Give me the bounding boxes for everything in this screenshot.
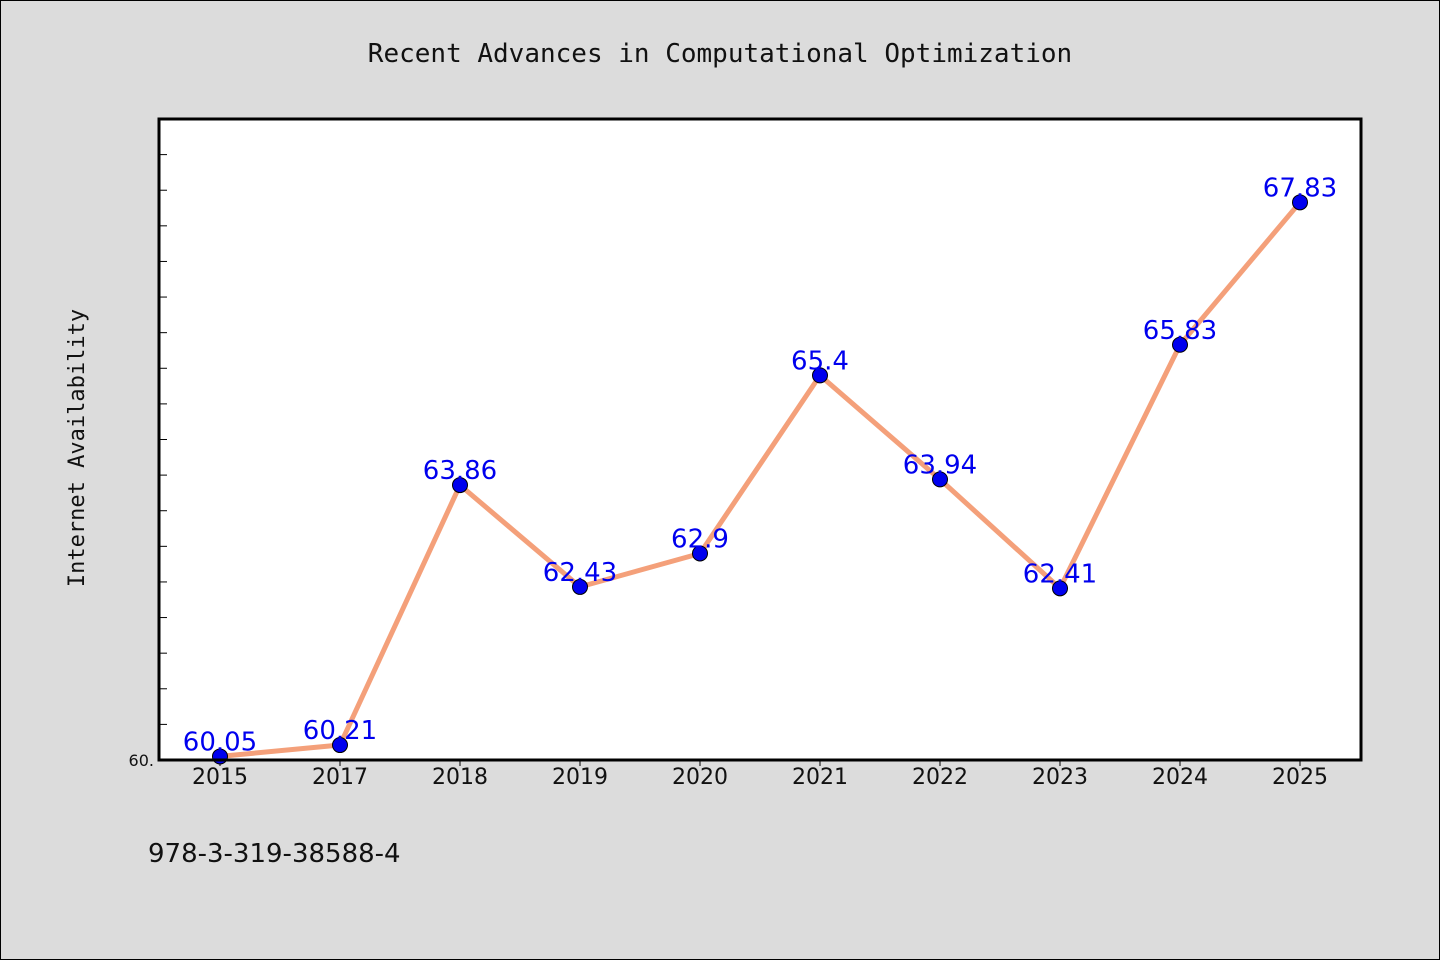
data-label: 67.83 [1263, 173, 1337, 203]
chart-title: Recent Advances in Computational Optimiz… [368, 39, 1072, 69]
x-tick-label: 2021 [792, 765, 848, 790]
data-label: 60.21 [303, 716, 377, 746]
y-tick-label: 60. [129, 751, 154, 770]
data-label: 63.86 [423, 456, 497, 486]
data-point [1172, 336, 1188, 353]
data-point [812, 367, 828, 384]
data-point [572, 578, 588, 595]
data-label: 65.83 [1143, 316, 1217, 346]
data-point [332, 737, 348, 754]
x-tick-label: 2015 [192, 765, 248, 790]
y-axis-label: Internet Availability [65, 309, 90, 587]
data-point [1052, 580, 1068, 597]
plot-border [157, 117, 1363, 762]
footer-isbn: 978-3-319-38588-4 [148, 839, 401, 869]
data-label: 62.43 [543, 558, 617, 588]
x-tick-label: 2018 [432, 765, 488, 790]
x-tick-label: 2024 [1152, 765, 1208, 790]
data-point [692, 545, 708, 562]
series-line [219, 200, 1302, 759]
x-axis-ticks: 2015 2017 2018 2019 2020 2021 2022 2023 2024 2025 [192, 760, 1328, 790]
x-tick-label: 2019 [552, 765, 608, 790]
data-label: 62.41 [1023, 559, 1097, 589]
series-layer: 60.05 60.21 63.86 62.43 62.9 65.4 63.94 62.41 65… [183, 173, 1337, 765]
plot-area [159, 119, 1361, 760]
data-label: 60.05 [183, 727, 257, 757]
data-point [452, 477, 468, 494]
data-point [932, 471, 948, 488]
x-tick-label: 2025 [1272, 765, 1328, 790]
data-point [1292, 194, 1308, 211]
x-tick-label: 2020 [672, 765, 728, 790]
data-label: 65.4 [791, 346, 849, 376]
x-tick-label: 2017 [312, 765, 368, 790]
data-label: 63.94 [903, 450, 977, 480]
x-tick-label: 2022 [912, 765, 968, 790]
data-label: 62.9 [671, 524, 729, 554]
x-tick-label: 2023 [1032, 765, 1088, 790]
